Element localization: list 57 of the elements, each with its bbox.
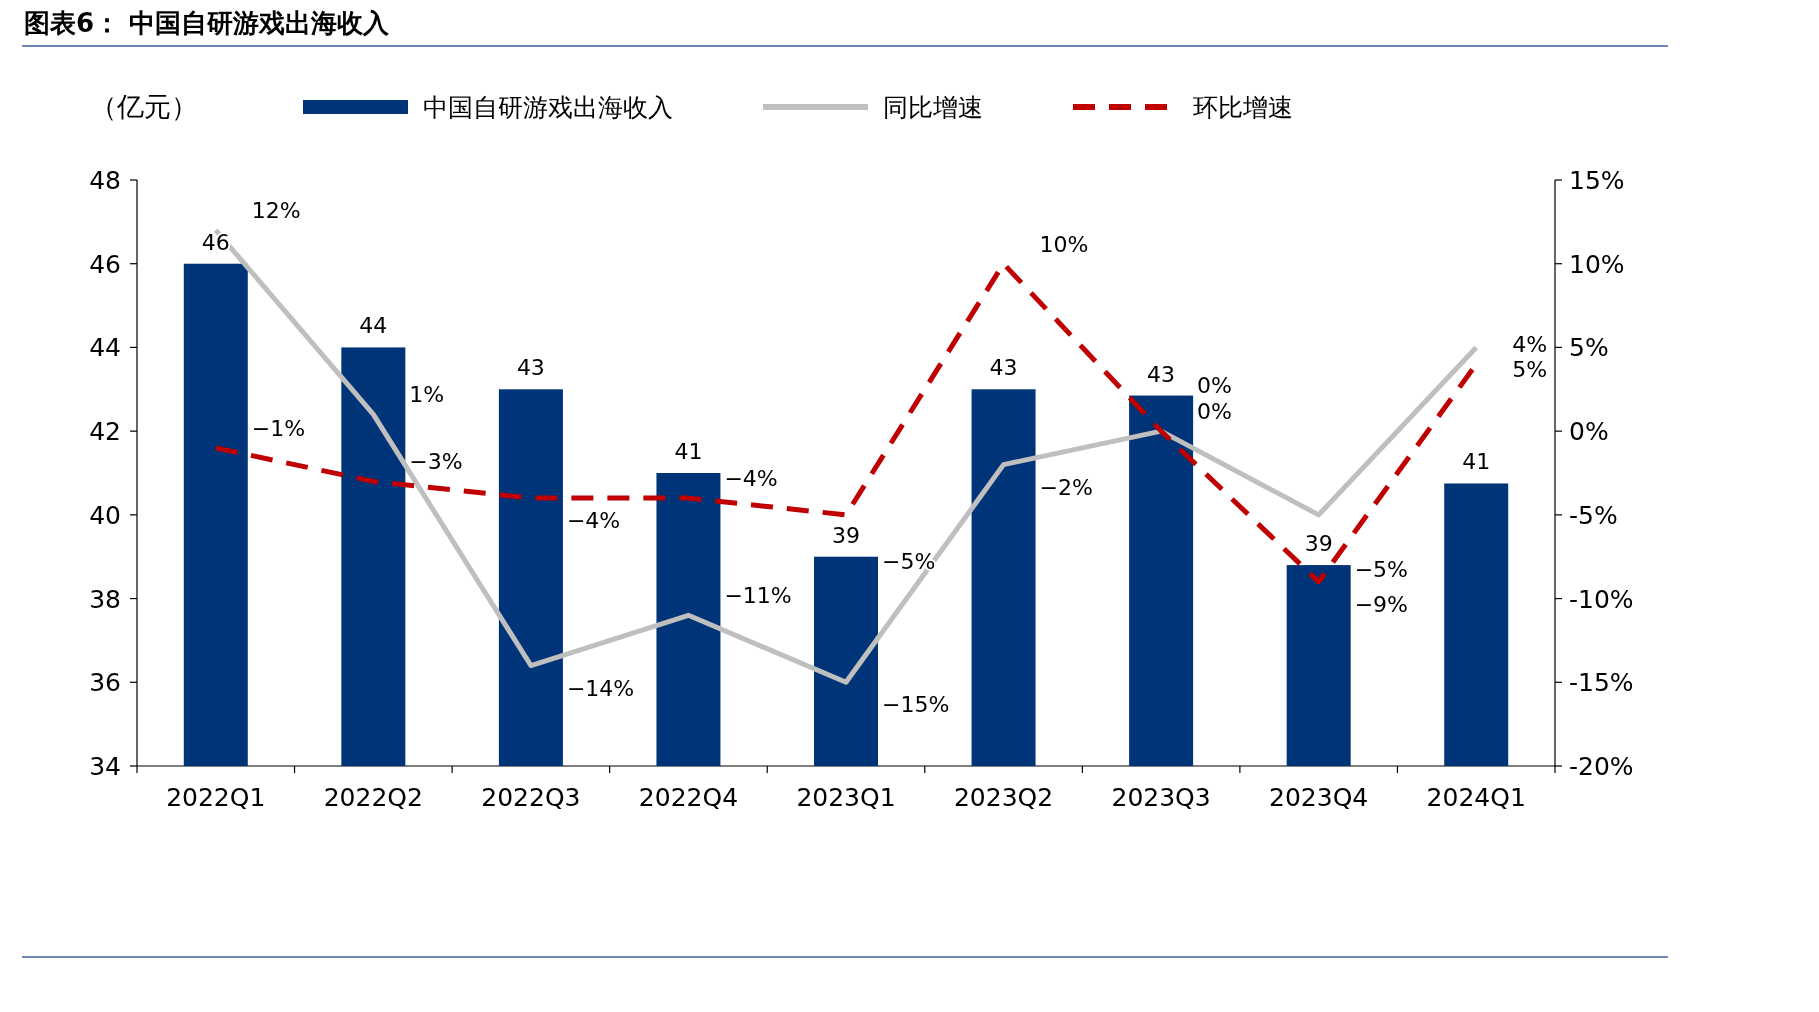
data-label: 39 — [1304, 531, 1333, 557]
y-tick-label: 40 — [89, 500, 121, 530]
y-tick-label: 48 — [89, 166, 121, 195]
x-tick-label: 2022Q4 — [638, 783, 739, 812]
data-label: 43 — [1147, 361, 1176, 387]
data-label: 10% — [1039, 231, 1089, 257]
data-label: −14% — [566, 675, 635, 701]
data-label: 43 — [516, 355, 545, 381]
data-label: −1% — [251, 415, 306, 441]
y-tick-label: 44 — [89, 333, 121, 363]
legend-label: 中国自研游戏出海收入 — [423, 93, 673, 122]
y2-tick-label: 15% — [1569, 166, 1625, 195]
y-axis-title: （亿元） — [90, 91, 198, 122]
data-label: 46 — [201, 229, 230, 255]
data-label: −2% — [1039, 474, 1093, 500]
data-label: 41 — [674, 439, 703, 464]
data-label: −9% — [1354, 591, 1409, 617]
legend-label: 同比增速 — [883, 93, 983, 122]
x-tick-label: 2023Q3 — [1111, 783, 1211, 812]
y2-tick-label: 10% — [1569, 249, 1625, 279]
x-tick-label: 2022Q3 — [481, 783, 581, 812]
legend-label: 环比增速 — [1193, 93, 1293, 122]
y-tick-label: 42 — [89, 417, 121, 447]
data-label: −4% — [566, 508, 621, 534]
data-label: −11% — [724, 583, 792, 609]
x-tick-label: 2023Q2 — [953, 783, 1054, 812]
data-label: 39 — [832, 522, 860, 548]
data-label: −3% — [409, 449, 463, 475]
data-label: 12% — [251, 198, 301, 224]
data-label: 5% — [1512, 357, 1548, 383]
data-label: 41 — [1462, 449, 1491, 475]
data-label: 0% — [1197, 373, 1233, 399]
data-label: −5% — [882, 548, 936, 574]
data-label: 1% — [409, 382, 445, 408]
chart-title: 图表6： 中国自研游戏出海收入 — [24, 8, 391, 38]
y-tick-label: 34 — [89, 752, 121, 781]
y2-tick-label: -20% — [1569, 752, 1634, 781]
data-label: 43 — [989, 355, 1018, 381]
y2-tick-label: 5% — [1569, 333, 1609, 363]
data-label: −4% — [724, 466, 778, 492]
data-label: 4% — [1512, 332, 1548, 358]
data-label: −15% — [882, 692, 950, 718]
data-label: 44 — [359, 313, 388, 339]
y2-tick-label: -5% — [1569, 500, 1618, 530]
y-tick-label: 46 — [89, 249, 121, 279]
y-tick-label: 38 — [89, 584, 121, 614]
data-label: −5% — [1354, 557, 1409, 583]
y2-tick-label: 0% — [1569, 417, 1609, 447]
y-tick-label: 36 — [89, 668, 121, 698]
x-tick-label: 2022Q1 — [166, 783, 266, 812]
y2-tick-label: -15% — [1569, 668, 1634, 698]
x-tick-label: 2022Q2 — [323, 783, 423, 812]
data-label: 0% — [1197, 399, 1233, 425]
x-tick-label: 2023Q1 — [796, 783, 896, 812]
x-tick-label: 2024Q1 — [1426, 783, 1526, 812]
x-tick-label: 2023Q4 — [1269, 783, 1369, 812]
y2-tick-label: -10% — [1569, 584, 1634, 614]
